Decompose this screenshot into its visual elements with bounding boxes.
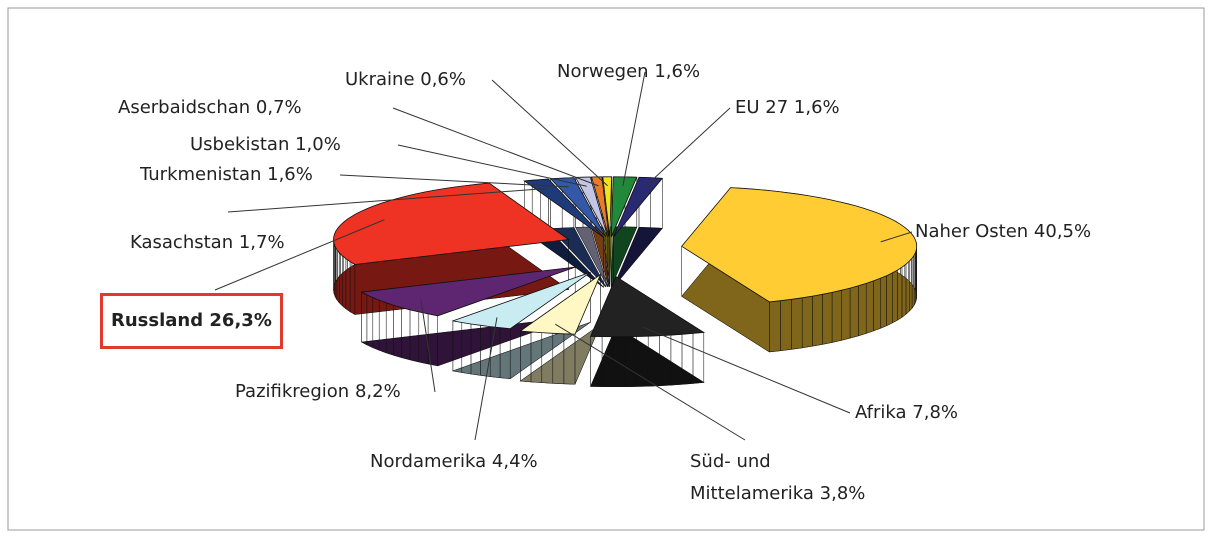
leader-line	[214, 219, 385, 291]
frame	[7, 7, 1205, 531]
leader-line	[397, 144, 587, 187]
slice	[519, 273, 602, 335]
leader-line	[622, 71, 646, 186]
value-label: 40,5%	[1033, 221, 1092, 242]
value-label: 7,8%	[912, 402, 959, 423]
category-label: Kasachstan	[130, 232, 234, 253]
leader-line	[339, 174, 569, 188]
slice	[360, 266, 576, 317]
leader-line	[644, 107, 731, 187]
category-label: Russland	[111, 310, 204, 331]
category-label: Aserbaidschan	[118, 97, 251, 118]
category-label: EU 27	[735, 97, 789, 118]
slice	[549, 177, 607, 238]
slice-label: Ukraine 0,6%	[345, 64, 466, 96]
value-label: 0,7%	[255, 97, 302, 118]
value-label: 1,6%	[793, 97, 840, 118]
category-label: Nordamerika	[370, 451, 487, 472]
value-label: 1,6%	[654, 61, 701, 82]
category-label: Ukraine	[345, 69, 415, 90]
slice	[590, 176, 610, 237]
leader-line	[392, 107, 599, 187]
slice-label: Pazifikregion 8,2%	[235, 376, 401, 408]
category-label: Turkmenistan	[140, 164, 262, 185]
value-label: 1,0%	[295, 134, 341, 155]
leader-line	[420, 299, 436, 393]
slice-label: Kasachstan 1,7%	[130, 227, 285, 259]
value-label: 3,8%	[819, 483, 866, 504]
category-label: Süd- und Mittelamerika	[690, 451, 814, 504]
slice-label: Süd- und Mittelamerika 3,8%	[690, 446, 880, 510]
slice	[333, 182, 570, 265]
category-label: Naher Osten	[915, 221, 1029, 242]
slice-side	[613, 177, 663, 288]
category-label: Afrika	[855, 402, 907, 423]
leader-line	[555, 323, 746, 441]
slice	[613, 176, 664, 238]
slice	[681, 187, 918, 303]
leader-line	[474, 317, 498, 441]
leader-line	[880, 231, 913, 243]
slice	[602, 176, 613, 237]
slice-label: Usbekistan 1,0%	[190, 129, 341, 161]
slice	[523, 178, 604, 238]
leader-line	[227, 188, 547, 213]
value-label: 26,3%	[209, 310, 272, 331]
slice-label: Aserbaidschan 0,7%	[118, 92, 302, 124]
slice	[589, 276, 706, 338]
leader-line	[491, 79, 608, 187]
slice-label: EU 27 1,6%	[735, 92, 840, 124]
slice-label: Turkmenistan 1,6%	[140, 159, 313, 191]
value-label: 1,6%	[267, 164, 313, 185]
category-label: Usbekistan	[190, 134, 290, 155]
slice-label: Nordamerika 4,4%	[370, 446, 538, 478]
slice-label: Afrika 7,8%	[855, 397, 958, 429]
value-label: 4,4%	[491, 451, 538, 472]
value-label: 8,2%	[354, 381, 401, 402]
slice-side	[452, 271, 591, 380]
value-label: 1,7%	[238, 232, 285, 253]
slice	[574, 176, 609, 238]
leader-line	[643, 326, 851, 414]
slice-label: Norwegen 1,6%	[557, 56, 700, 88]
slice	[451, 271, 591, 330]
slice-label: Naher Osten 40,5%	[915, 216, 1091, 248]
category-label: Pazifikregion	[235, 381, 350, 402]
slice-label: Russland 26,3%	[100, 293, 283, 349]
category-label: Norwegen	[557, 61, 649, 82]
value-label: 0,6%	[420, 69, 466, 90]
